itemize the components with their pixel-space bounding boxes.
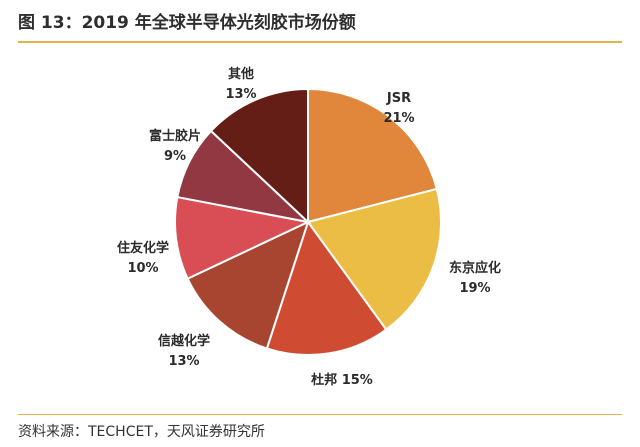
pie-slice-tokyo-ohka [306, 187, 442, 331]
slice-label-others: 其他 [228, 66, 254, 82]
slice-value-sumitomo: 10% [127, 261, 158, 276]
header-divider [18, 41, 622, 43]
slice-value-tokyo-ohka: 19% [459, 281, 490, 296]
slice-value-jsr: 21% [383, 111, 414, 126]
slice-label-tokyo-ohka: 东京应化 [449, 260, 501, 276]
slice-label-dupont: 杜邦 15% [311, 372, 373, 388]
source-note: 资料来源：TECHCET，天风证券研究所 [18, 424, 265, 440]
pie-slice-dupont [265, 219, 388, 356]
slice-label-jsr: JSR [386, 91, 411, 106]
chart-title: 图 13：2019 年全球半导体光刻胶市场份额 [18, 13, 356, 33]
slice-label-shin-etsu: 信越化学 [158, 333, 210, 349]
pie-slice-jsr [307, 87, 439, 224]
pie-labels: JSR 21% 东京应化 19% 杜邦 15% 信越化学 13% 住友化学 10% 富士胶片 9% 其… [117, 66, 501, 388]
slice-value-fujifilm: 9% [164, 149, 186, 164]
slice-label-fujifilm: 富士胶片 [149, 128, 201, 144]
slice-label-sumitomo: 住友化学 [117, 240, 169, 256]
slice-value-shin-etsu: 13% [168, 354, 199, 369]
pie-slice-shin-etsu [186, 220, 310, 350]
pie-slices [174, 87, 442, 356]
pie-slice-sumitomo [174, 195, 312, 280]
pie-slice-others [209, 87, 309, 225]
footer-divider [18, 414, 622, 415]
slice-value-others: 13% [225, 87, 256, 102]
